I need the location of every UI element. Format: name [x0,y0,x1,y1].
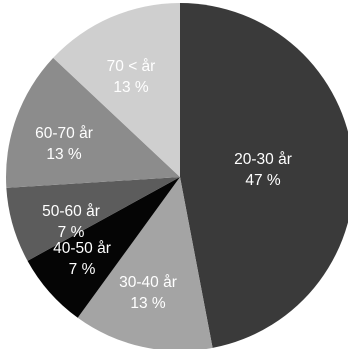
slice-category-label: 70 < år [107,58,156,75]
pie-slice-6 [53,3,180,177]
slice-percent-label: 13 % [46,146,82,163]
pie-slice-4 [6,177,181,261]
slice-percent-label: 47 % [245,172,281,189]
slice-percent-label: 7 % [69,261,96,278]
pie-slice-5 [5,57,180,188]
slice-category-label: 20-30 år [234,151,292,168]
slice-category-label: 60-70 år [35,125,93,142]
slice-percent-label: 13 % [130,295,166,312]
pie-slice-2 [77,177,213,349]
pie-slice-1 [180,3,348,348]
pie-slices [5,3,348,349]
slice-percent-label: 13 % [113,79,149,96]
slice-percent-label: 7 % [58,224,85,241]
slice-category-label: 50-60 år [42,203,100,220]
slice-category-label: 40-50 år [53,240,111,257]
pie-slice-3 [27,177,180,318]
slice-category-label: 30-40 år [119,274,177,291]
